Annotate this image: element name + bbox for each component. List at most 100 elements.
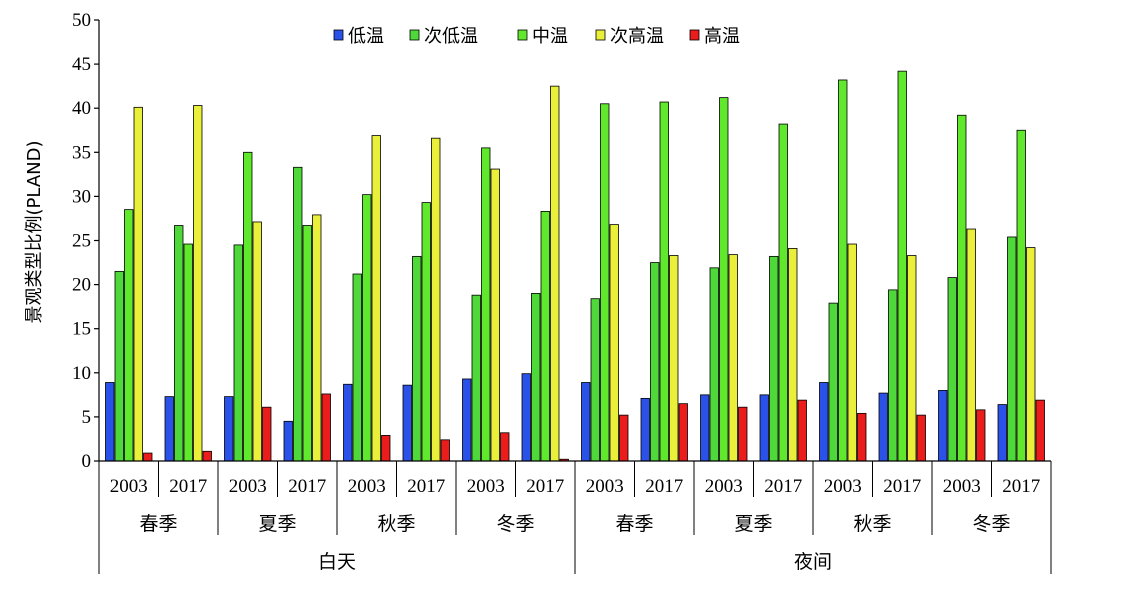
legend-label: 次高温	[610, 26, 664, 47]
bar-1-12	[759, 394, 769, 462]
bar-2-10	[650, 262, 660, 462]
bar-4-9	[609, 224, 619, 462]
x-period-label: 夜间	[794, 551, 832, 573]
bar-3-2	[183, 243, 193, 462]
bar-4-16	[1026, 247, 1036, 462]
bar-5-5	[381, 435, 391, 462]
bar-5-11	[738, 406, 748, 462]
y-axis-label: 景观类型比例(PLAND)	[24, 141, 45, 324]
bar-3-14	[897, 70, 907, 462]
bar-4-2	[193, 105, 203, 462]
bar-2-14	[888, 289, 898, 462]
bar-2-4	[293, 166, 303, 462]
bar-1-1	[105, 382, 115, 462]
x-period-label: 白天	[318, 551, 356, 573]
x-season-label: 秋季	[853, 513, 891, 535]
x-year-label: 2017	[645, 476, 683, 497]
bar-5-4	[321, 393, 331, 462]
legend-label: 次低温	[424, 26, 478, 47]
legend-swatch	[333, 29, 344, 41]
bar-2-6	[412, 255, 422, 462]
bar-2-9	[590, 298, 600, 462]
x-year-label: 2003	[110, 476, 148, 497]
x-year-label: 2003	[348, 476, 386, 497]
bar-3-12	[778, 123, 788, 462]
bar-4-15	[966, 228, 976, 462]
x-year-label: 2017	[169, 476, 207, 497]
x-season-label: 夏季	[734, 513, 772, 535]
bar-2-8	[531, 293, 541, 462]
legend-swatch	[517, 29, 528, 41]
bar-5-3	[262, 406, 272, 462]
x-year-label: 2017	[407, 476, 445, 497]
legend-swatch	[595, 29, 606, 41]
y-tick-label: 40	[72, 98, 91, 119]
legend-label: 中温	[532, 26, 568, 47]
x-season-label: 冬季	[496, 513, 534, 535]
y-tick-label: 50	[72, 10, 91, 31]
bar-4-1	[133, 106, 143, 462]
x-year-label: 2017	[288, 476, 326, 497]
x-year-label: 2003	[229, 476, 267, 497]
x-axis: 2003 2017 2003 2017 2003 2017 2003 2017 2003 2017…	[98, 460, 1052, 574]
bar-2-12	[769, 255, 779, 462]
bar-1-13	[819, 382, 829, 462]
x-year-label: 2003	[943, 476, 981, 497]
bar-5-16	[1035, 399, 1045, 462]
bar-5-13	[857, 412, 867, 462]
bar-4-14	[907, 255, 917, 462]
y-tick-label: 10	[72, 363, 91, 384]
bar-5-10	[678, 403, 688, 462]
bar-1-3	[224, 396, 234, 462]
bar-3-4	[302, 225, 312, 462]
bar-2-11	[709, 267, 719, 462]
bar-1-10	[640, 397, 650, 462]
x-season-label: 春季	[139, 513, 177, 535]
y-tick-label: 15	[72, 319, 91, 340]
bar-2-15	[947, 277, 957, 462]
bar-4-11	[728, 254, 738, 462]
x-season-label: 秋季	[377, 513, 415, 535]
bar-4-3	[252, 221, 262, 462]
x-year-label: 2017	[883, 476, 921, 497]
bar-1-16	[997, 404, 1007, 462]
bar-1-9	[581, 382, 591, 462]
x-year-label: 2017	[526, 476, 564, 497]
x-season-label: 夏季	[258, 513, 296, 535]
bar-3-10	[659, 101, 669, 462]
bar-3-15	[957, 114, 967, 462]
bar-3-16	[1016, 129, 1026, 462]
bar-5-14	[916, 414, 926, 462]
bar-2-13	[828, 302, 838, 462]
bar-3-3	[243, 151, 253, 462]
bar-3-7	[481, 147, 491, 462]
x-year-label: 2003	[824, 476, 862, 497]
bar-5-1	[143, 452, 153, 462]
legend-swatch	[689, 29, 700, 41]
x-season-label: 春季	[615, 513, 653, 535]
legend-label: 高温	[704, 26, 740, 47]
bar-4-10	[669, 255, 679, 462]
bar-1-2	[164, 396, 174, 462]
bar-2-1	[114, 270, 124, 462]
bar-3-1	[124, 209, 134, 462]
bar-5-15	[976, 409, 986, 462]
bar-4-6	[431, 137, 441, 462]
bar-1-6	[402, 384, 412, 462]
bar-2-3	[233, 244, 243, 462]
bar-4-5	[371, 135, 381, 462]
y-tick-label: 0	[82, 451, 92, 472]
bar-4-4	[312, 214, 322, 462]
bar-2-7	[471, 294, 481, 462]
legend-label: 低温	[348, 26, 384, 47]
x-season-label: 冬季	[972, 513, 1010, 535]
bar-3-13	[838, 79, 848, 462]
bar-4-7	[490, 168, 500, 462]
bar-5-7	[500, 432, 510, 462]
bar-3-11	[719, 97, 729, 462]
bar-3-8	[540, 210, 550, 462]
bar-1-4	[283, 420, 293, 462]
legend: 低温 次低温 中温 次高温 高温	[333, 26, 740, 47]
bar-2-5	[352, 273, 362, 462]
